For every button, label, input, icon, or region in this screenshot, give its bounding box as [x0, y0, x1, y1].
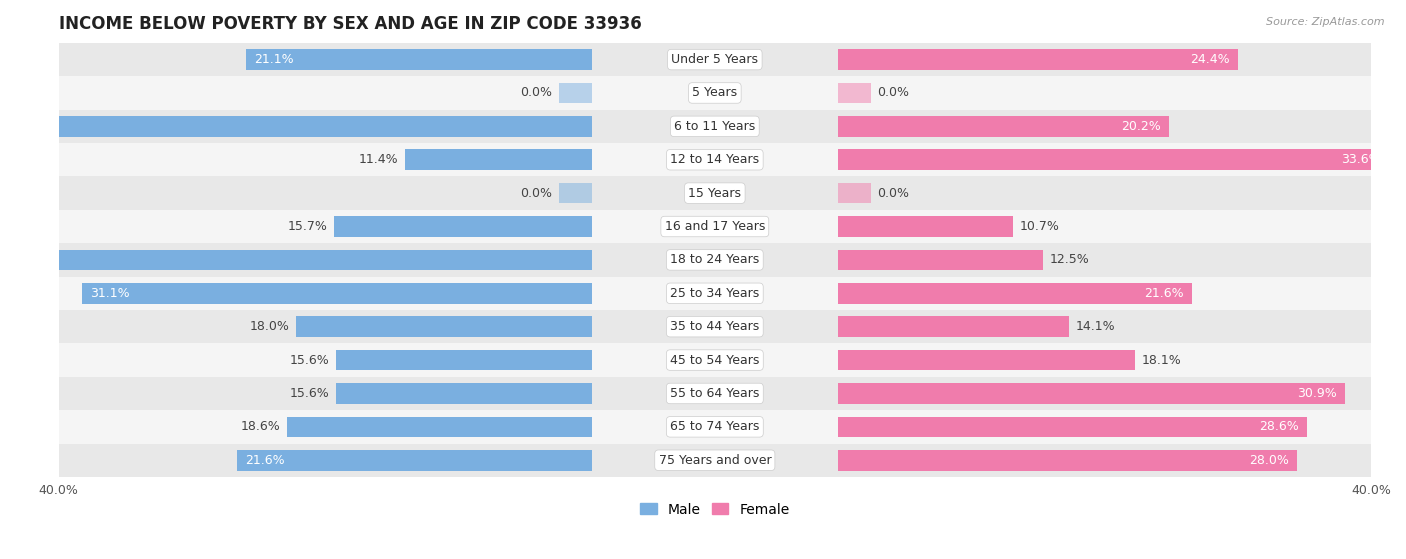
- Bar: [297, 316, 592, 337]
- Text: 36.2%: 36.2%: [6, 120, 46, 133]
- Text: 33.6%: 33.6%: [1341, 153, 1381, 166]
- Bar: [336, 350, 592, 371]
- Text: 35 to 44 Years: 35 to 44 Years: [671, 320, 759, 333]
- Bar: [838, 83, 870, 103]
- Text: 25 to 34 Years: 25 to 34 Years: [671, 287, 759, 300]
- Bar: [59, 43, 1371, 76]
- Bar: [246, 49, 592, 70]
- Bar: [838, 216, 1014, 237]
- Text: 28.6%: 28.6%: [1260, 420, 1299, 433]
- Text: 18.0%: 18.0%: [250, 320, 290, 333]
- Bar: [838, 350, 1135, 371]
- Text: 15 Years: 15 Years: [689, 187, 741, 200]
- Text: 18.1%: 18.1%: [1142, 354, 1181, 367]
- Text: 18 to 24 Years: 18 to 24 Years: [671, 253, 759, 267]
- Bar: [560, 83, 592, 103]
- Bar: [838, 416, 1308, 437]
- Text: 0.0%: 0.0%: [520, 87, 553, 100]
- Bar: [59, 443, 1371, 477]
- Bar: [405, 149, 592, 170]
- Text: 15.6%: 15.6%: [290, 354, 329, 367]
- Bar: [59, 76, 1371, 110]
- Text: 24.4%: 24.4%: [1191, 53, 1230, 66]
- Text: 45 to 54 Years: 45 to 54 Years: [671, 354, 759, 367]
- Text: 21.1%: 21.1%: [254, 53, 294, 66]
- Bar: [59, 143, 1371, 177]
- Bar: [82, 283, 592, 304]
- Bar: [287, 416, 592, 437]
- Text: 21.6%: 21.6%: [246, 454, 285, 467]
- Bar: [59, 343, 1371, 377]
- Text: 28.0%: 28.0%: [1249, 454, 1289, 467]
- Text: 12 to 14 Years: 12 to 14 Years: [671, 153, 759, 166]
- Text: 0.0%: 0.0%: [520, 187, 553, 200]
- Text: 18.6%: 18.6%: [240, 420, 280, 433]
- Text: 14.1%: 14.1%: [1076, 320, 1115, 333]
- Bar: [59, 277, 1371, 310]
- Bar: [59, 177, 1371, 210]
- Text: Under 5 Years: Under 5 Years: [671, 53, 758, 66]
- Text: 6 to 11 Years: 6 to 11 Years: [675, 120, 755, 133]
- Bar: [838, 49, 1239, 70]
- Bar: [59, 243, 1371, 277]
- Text: 55 to 64 Years: 55 to 64 Years: [671, 387, 759, 400]
- Bar: [335, 216, 592, 237]
- Text: 15.7%: 15.7%: [288, 220, 328, 233]
- Bar: [838, 249, 1043, 270]
- Bar: [238, 450, 592, 471]
- Bar: [59, 310, 1371, 343]
- Text: 30.9%: 30.9%: [1296, 387, 1337, 400]
- Text: 31.1%: 31.1%: [90, 287, 129, 300]
- Text: 11.4%: 11.4%: [359, 153, 398, 166]
- Text: 20.2%: 20.2%: [1122, 120, 1161, 133]
- Bar: [838, 183, 870, 203]
- Text: 65 to 74 Years: 65 to 74 Years: [671, 420, 759, 433]
- Bar: [560, 183, 592, 203]
- Text: 75 Years and over: 75 Years and over: [658, 454, 770, 467]
- Bar: [11, 249, 592, 270]
- Bar: [59, 110, 1371, 143]
- Bar: [0, 116, 592, 137]
- Text: 15.6%: 15.6%: [290, 387, 329, 400]
- Text: 16 and 17 Years: 16 and 17 Years: [665, 220, 765, 233]
- Bar: [59, 410, 1371, 443]
- Text: 0.0%: 0.0%: [877, 87, 910, 100]
- Bar: [838, 149, 1389, 170]
- Bar: [336, 383, 592, 404]
- Text: 5 Years: 5 Years: [692, 87, 737, 100]
- Text: Source: ZipAtlas.com: Source: ZipAtlas.com: [1267, 17, 1385, 27]
- Legend: Male, Female: Male, Female: [634, 497, 796, 522]
- Bar: [838, 383, 1344, 404]
- Text: 0.0%: 0.0%: [877, 187, 910, 200]
- Text: INCOME BELOW POVERTY BY SEX AND AGE IN ZIP CODE 33936: INCOME BELOW POVERTY BY SEX AND AGE IN Z…: [59, 15, 641, 33]
- Bar: [838, 283, 1192, 304]
- Bar: [838, 316, 1069, 337]
- Text: 35.4%: 35.4%: [20, 253, 59, 267]
- Bar: [838, 450, 1298, 471]
- Bar: [838, 116, 1170, 137]
- Text: 12.5%: 12.5%: [1049, 253, 1090, 267]
- Text: 21.6%: 21.6%: [1144, 287, 1184, 300]
- Text: 10.7%: 10.7%: [1019, 220, 1060, 233]
- Bar: [59, 377, 1371, 410]
- Bar: [59, 210, 1371, 243]
